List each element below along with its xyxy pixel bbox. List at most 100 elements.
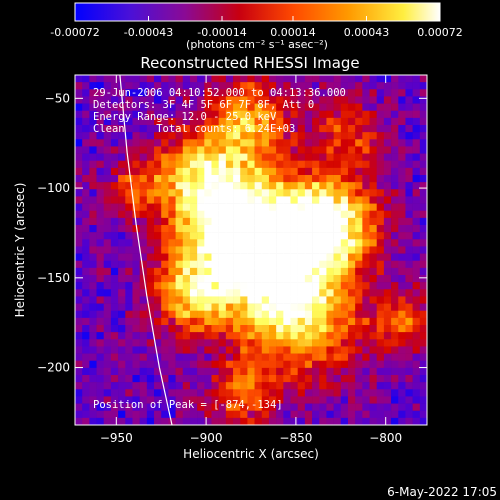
heatmap-cell bbox=[240, 317, 248, 326]
heatmap-cell bbox=[319, 332, 327, 340]
heatmap-cell bbox=[347, 310, 356, 319]
heatmap-cell bbox=[118, 267, 126, 276]
heatmap-cell bbox=[412, 275, 421, 283]
heatmap-cell bbox=[412, 260, 421, 269]
heatmap-cell bbox=[398, 110, 406, 119]
heatmap-cell bbox=[405, 346, 413, 354]
heatmap-cell bbox=[118, 182, 126, 190]
heatmap-cell bbox=[412, 117, 421, 126]
heatmap-cell bbox=[154, 75, 162, 83]
heatmap-cell bbox=[290, 175, 298, 183]
heatmap-cell bbox=[168, 175, 176, 183]
heatmap-cell bbox=[247, 160, 255, 169]
heatmap-cell bbox=[168, 375, 176, 383]
heatmap-cell bbox=[398, 396, 406, 404]
heatmap-cell bbox=[347, 260, 356, 269]
heatmap-cell bbox=[161, 417, 169, 425]
heatmap-cell bbox=[340, 282, 349, 290]
heatmap-cell bbox=[154, 403, 162, 412]
heatmap-cell bbox=[197, 203, 205, 212]
heatmap-cell bbox=[132, 332, 140, 340]
heatmap-cell bbox=[398, 346, 406, 354]
heatmap-cell bbox=[103, 203, 112, 212]
heatmap-cell bbox=[182, 117, 191, 126]
heatmap-cell bbox=[82, 196, 90, 204]
heatmap-cell bbox=[376, 353, 385, 362]
heatmap-cell bbox=[189, 339, 198, 347]
heatmap-cell bbox=[132, 275, 140, 283]
heatmap-cell bbox=[412, 182, 421, 190]
heatmap-cell bbox=[419, 339, 427, 347]
heatmap-cell bbox=[75, 246, 83, 254]
heatmap-cell bbox=[254, 289, 263, 297]
heatmap-cell bbox=[82, 182, 90, 190]
heatmap-cell bbox=[233, 375, 241, 383]
heatmap-cell bbox=[369, 332, 378, 340]
heatmap-cell bbox=[110, 117, 119, 126]
heatmap-cell bbox=[290, 396, 298, 404]
heatmap-cell bbox=[405, 160, 413, 169]
heatmap-cell bbox=[340, 410, 349, 419]
heatmap-cell bbox=[168, 117, 176, 126]
heatmap-cell bbox=[154, 339, 162, 347]
heatmap-cell bbox=[118, 82, 126, 90]
heatmap-cell bbox=[75, 210, 83, 219]
heatmap-cell bbox=[276, 382, 284, 390]
heatmap-cell bbox=[419, 189, 427, 197]
heatmap-cell bbox=[383, 232, 392, 240]
heatmap-cell bbox=[233, 232, 241, 240]
heatmap-cell bbox=[369, 225, 378, 233]
heatmap-cell bbox=[139, 253, 148, 262]
heatmap-cell bbox=[333, 146, 342, 154]
heatmap-cell bbox=[319, 203, 327, 212]
heatmap-cell bbox=[405, 89, 413, 97]
heatmap-cell bbox=[146, 146, 155, 154]
heatmap-cell bbox=[89, 232, 97, 240]
heatmap-cell bbox=[82, 239, 90, 247]
heatmap-cell bbox=[333, 203, 342, 212]
heatmap-cell bbox=[383, 117, 392, 126]
heatmap-cell bbox=[405, 303, 413, 312]
heatmap-cell bbox=[326, 403, 334, 412]
heatmap-cell bbox=[204, 367, 212, 376]
heatmap-cell bbox=[75, 75, 83, 83]
heatmap-cell bbox=[118, 239, 126, 247]
heatmap-cell bbox=[154, 153, 162, 162]
heatmap-cell bbox=[362, 203, 370, 212]
heatmap-cell bbox=[261, 403, 270, 412]
heatmap-cell bbox=[319, 210, 327, 219]
heatmap-cell bbox=[189, 167, 198, 176]
heatmap-cell bbox=[211, 253, 219, 262]
heatmap-cell bbox=[333, 403, 342, 412]
heatmap-cell bbox=[197, 167, 205, 176]
heatmap-cell bbox=[333, 325, 342, 333]
heatmap-cell bbox=[405, 175, 413, 183]
heatmap-cell bbox=[247, 182, 255, 190]
heatmap-cell bbox=[276, 203, 284, 212]
heatmap-cell bbox=[182, 175, 191, 183]
heatmap-cell bbox=[333, 267, 342, 276]
heatmap-cell bbox=[197, 96, 205, 104]
heatmap-cell bbox=[154, 110, 162, 119]
heatmap-cell bbox=[197, 82, 205, 90]
heatmap-cell bbox=[103, 303, 112, 312]
colorbar: -0.00072 -0.00043 -0.00014 0.00014 0.00043 0.… bbox=[50, 2, 463, 51]
heatmap-cell bbox=[304, 267, 313, 276]
heatmap-cell bbox=[283, 396, 291, 404]
heatmap-cell bbox=[340, 203, 349, 212]
heatmap-cell bbox=[261, 267, 270, 276]
heatmap-cell bbox=[268, 96, 277, 104]
heatmap-cell bbox=[75, 275, 83, 283]
heatmap-cell bbox=[376, 317, 385, 326]
heatmap-cell bbox=[268, 325, 277, 333]
heatmap-cell bbox=[297, 282, 306, 290]
heatmap-cell bbox=[233, 132, 241, 140]
heatmap-cell bbox=[276, 346, 284, 354]
heatmap-cell bbox=[218, 203, 227, 212]
heatmap-cell bbox=[383, 410, 392, 419]
heatmap-cell bbox=[218, 232, 227, 240]
heatmap-cell bbox=[376, 89, 385, 97]
heatmap-cell bbox=[383, 267, 392, 276]
heatmap-cell bbox=[118, 210, 126, 219]
heatmap-cell bbox=[189, 96, 198, 104]
